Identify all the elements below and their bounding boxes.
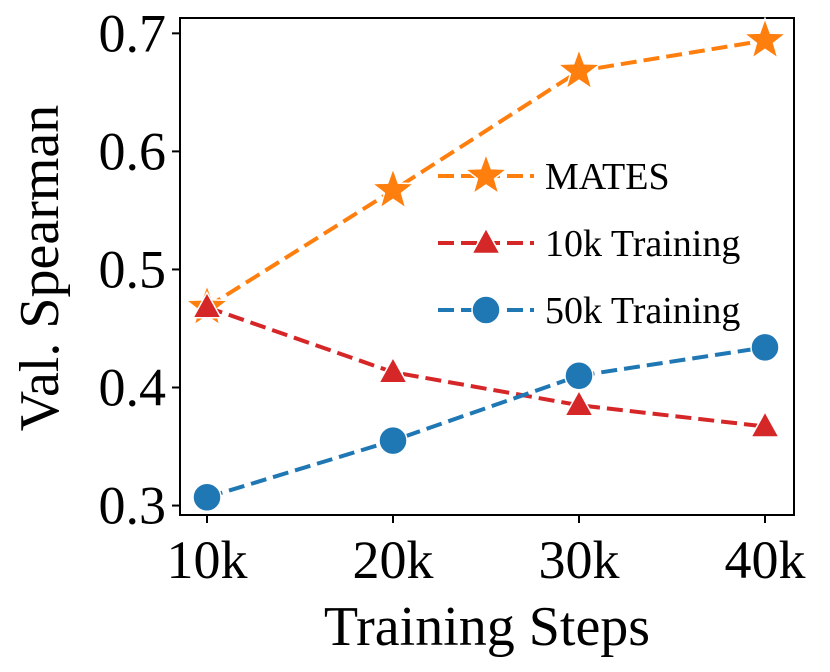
legend-marker <box>463 151 509 196</box>
legend-item-mates: MATES <box>438 151 670 198</box>
data-point <box>192 482 222 513</box>
data-point <box>750 332 780 363</box>
y-tick-label: 0.3 <box>99 476 167 536</box>
series-50k-training <box>192 332 780 513</box>
legend-item-10k-training: 10k Training <box>438 223 740 265</box>
legend-item-50k-training: 50k Training <box>438 290 740 332</box>
y-axis-title: Val. Spearman <box>9 105 71 432</box>
legend-marker <box>470 226 502 255</box>
plot-area <box>179 17 795 516</box>
series-line <box>206 345 766 500</box>
data-point <box>377 355 409 384</box>
data-point <box>191 290 223 319</box>
data-point <box>749 410 781 438</box>
y-tick-label: 0.4 <box>99 358 167 418</box>
y-axis: 0.3 0.4 0.5 0.6 0.7 <box>99 3 180 536</box>
legend-label: 50k Training <box>545 290 740 332</box>
legend-label: 10k Training <box>545 223 740 265</box>
series-line <box>205 38 766 309</box>
x-axis: 10k 20k 30k 40k <box>167 515 806 590</box>
data-point <box>369 166 417 210</box>
x-tick-label: 30k <box>539 530 620 590</box>
data-point <box>556 46 602 91</box>
y-tick-label: 0.5 <box>99 239 167 299</box>
legend-label: MATES <box>545 156 670 198</box>
x-axis-title: Training Steps <box>324 596 650 658</box>
series-layer <box>184 16 788 513</box>
data-point <box>563 388 595 417</box>
data-point <box>564 360 594 391</box>
y-tick-label: 0.6 <box>99 121 167 181</box>
series-line <box>206 305 766 429</box>
y-tick-label: 0.7 <box>99 3 167 63</box>
data-point <box>378 425 408 456</box>
series-10k-training <box>191 290 781 438</box>
data-point <box>742 16 788 60</box>
x-tick-label: 20k <box>353 530 434 590</box>
legend-marker <box>471 295 501 325</box>
x-tick-label: 10k <box>167 530 248 590</box>
x-tick-label: 40k <box>725 530 806 590</box>
legend: MATES 10k Training 50k Training <box>438 151 740 332</box>
